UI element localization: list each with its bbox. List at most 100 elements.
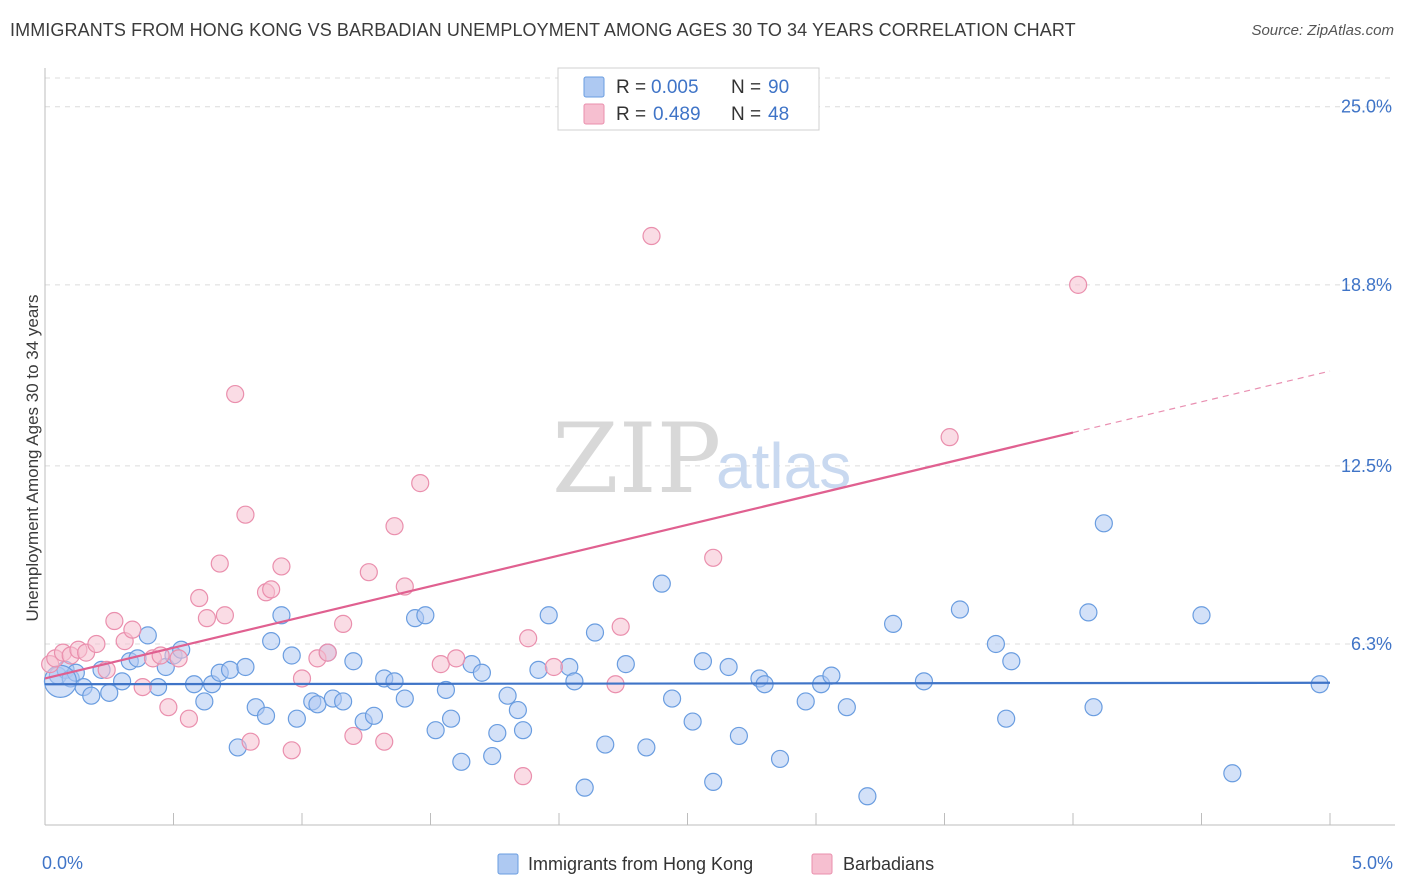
legend-swatch-blue [583,76,605,98]
data-point [344,726,363,746]
data-points [41,226,1329,806]
data-point [544,657,563,677]
data-point [796,692,815,711]
x-tick-label: 0.0% [42,853,83,873]
chart-title: IMMIGRANTS FROM HONG KONG VS BARBADIAN U… [10,20,1076,40]
data-point [529,660,548,679]
data-point [87,634,106,654]
data-point [220,660,240,679]
data-point [262,580,281,599]
data-point [148,677,168,697]
y-tick-label: 25.0% [1341,97,1392,117]
series-points-barbadians [41,226,1088,786]
data-point [1223,764,1242,783]
data-point [565,672,584,691]
legend-r-label-1: R = [616,77,646,98]
series-swatch-hong-kong [497,853,519,875]
data-point [729,726,749,746]
trend-line-hong-kong [44,681,1331,686]
data-point [883,614,903,633]
data-point [662,689,682,708]
legend-swatch-pink [583,103,605,125]
series-label-barbadians: Barbadians [843,854,934,874]
data-point [179,709,199,728]
data-point [508,700,527,720]
data-point [344,652,363,671]
data-point [308,695,327,714]
source-attribution: Source: ZipAtlas.com [1251,22,1394,39]
data-point [210,554,229,573]
data-point [447,649,466,668]
data-point [272,606,291,625]
data-point [914,672,934,691]
data-point [472,663,491,682]
data-point [513,767,533,786]
data-point [282,646,301,665]
data-point [719,657,738,677]
data-point [452,752,471,771]
data-point [498,686,517,705]
data-point [112,672,132,691]
data-point [431,655,450,674]
data-point [683,712,702,731]
data-point [236,657,255,677]
data-point [441,709,461,728]
data-point [436,680,456,700]
data-point [272,557,291,576]
data-point [364,706,384,725]
data-point [411,474,430,493]
data-point [190,588,209,608]
data-point [483,746,502,766]
data-point [770,749,790,769]
legend-n-label-1: N = [731,77,761,98]
trend-line-barbadians-extension [1072,370,1331,434]
data-point [282,741,301,760]
trend-line-barbadians [44,431,1074,680]
trend-lines [44,370,1331,686]
series-points-hong-kong [43,514,1329,806]
data-point [226,384,245,404]
data-point [1079,603,1098,622]
data-point [82,686,101,705]
watermark: ZIP atlas [552,403,851,515]
data-point [318,643,337,662]
data-point [596,735,615,754]
data-point [105,611,124,631]
legend-r-value-2: 0.489 [653,104,701,125]
data-point [837,698,856,717]
legend-n-label-2: N = [731,104,761,125]
legend-r-value-1: 0.005 [651,77,699,98]
y-tick-label: 6.3% [1351,634,1392,654]
data-point [986,634,1006,654]
series-label-hong-kong: Immigrants from Hong Kong [528,854,753,874]
data-point [704,772,723,792]
data-point [426,721,445,740]
data-point [241,732,260,751]
data-point [1192,606,1211,625]
data-point [519,629,538,648]
data-point [997,709,1016,728]
data-point [1084,698,1103,717]
data-point [822,666,841,685]
data-point [652,574,671,593]
data-point [385,517,404,536]
data-point [375,732,394,751]
data-point [138,626,157,645]
data-point [575,778,594,797]
data-point [256,706,276,725]
data-point [334,614,353,633]
data-point [416,606,435,625]
data-point [858,787,877,806]
data-point [133,677,152,697]
data-point [385,672,404,691]
data-point [637,738,656,757]
data-point [287,709,306,728]
data-point [195,692,214,711]
data-point [262,632,281,651]
data-point [1094,514,1113,533]
data-point [236,505,255,524]
legend-n-value-2: 48 [768,104,789,125]
series-legend: Immigrants from Hong Kong Barbadians [497,853,934,875]
y-tick-label: 12.5% [1341,456,1392,476]
